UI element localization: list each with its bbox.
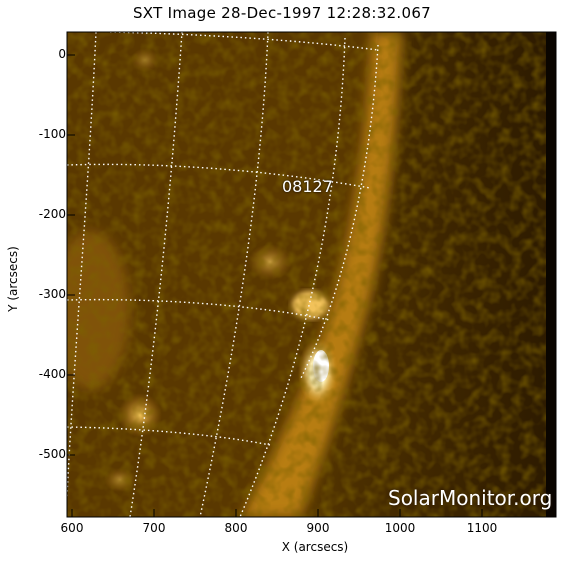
- x-tick-label: 800: [224, 521, 248, 535]
- plot-frame: [66, 31, 557, 518]
- y-tick-label: 0: [58, 47, 66, 61]
- watermark: SolarMonitor.org: [388, 486, 553, 510]
- x-tick-label: 700: [142, 521, 166, 535]
- y-tick-label: -500: [38, 447, 66, 461]
- sxt-image: [67, 32, 556, 517]
- y-tick-label: -300: [38, 287, 66, 301]
- y-tick-label: -100: [38, 127, 66, 141]
- x-tick-label: 1100: [466, 521, 498, 535]
- image-title: SXT Image 28-Dec-1997 12:28:32.067: [132, 4, 432, 22]
- x-tick-label: 900: [306, 521, 330, 535]
- y-tick-label: -200: [38, 207, 66, 221]
- x-axis-label: X (arcsecs): [281, 540, 349, 554]
- x-tick-label: 1000: [384, 521, 416, 535]
- y-tick-label: -400: [38, 367, 66, 381]
- y-axis-label: Y (arcsecs): [6, 246, 20, 312]
- axis-ticks: [67, 54, 483, 517]
- x-tick-label: 600: [60, 521, 84, 535]
- active-region-label: 08127: [282, 177, 333, 196]
- heliographic-grid: [67, 32, 379, 517]
